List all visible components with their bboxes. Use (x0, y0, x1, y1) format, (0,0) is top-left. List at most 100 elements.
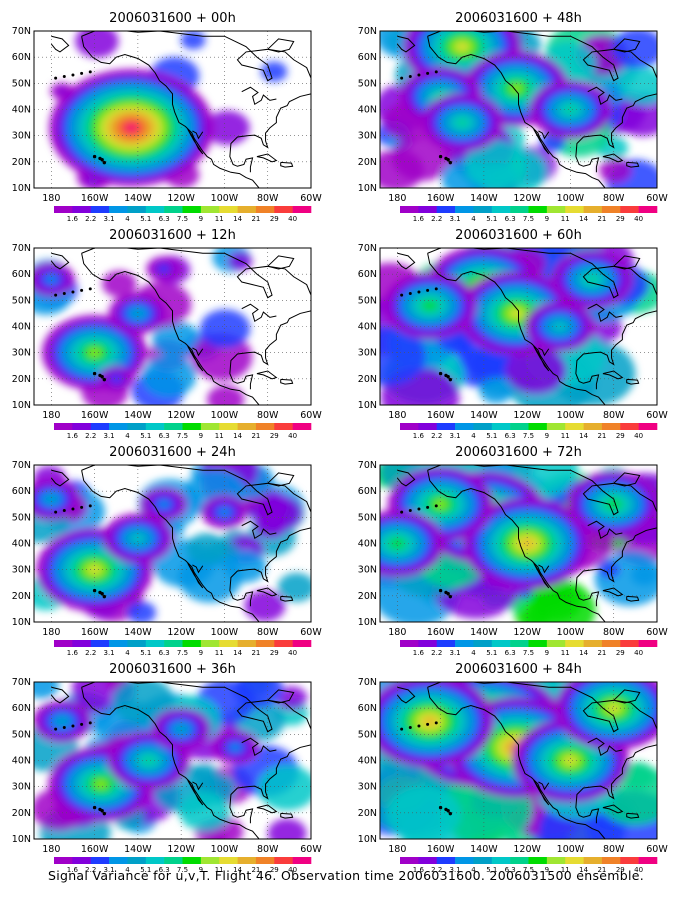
variance-feature (391, 539, 404, 548)
colorbar-swatch (127, 423, 147, 430)
coastlines (50, 248, 311, 405)
colorbar-swatch (274, 857, 293, 864)
hawaii-island (102, 594, 107, 599)
coastline (575, 310, 657, 390)
colorbar-swatch (219, 423, 238, 430)
coastline (280, 812, 294, 819)
colorbar-label: 2.2 (85, 432, 96, 440)
lon-tick-label: 100W (557, 627, 585, 638)
lon-tick-label: 140W (124, 410, 152, 421)
coastline (256, 153, 278, 163)
variance-blob (391, 134, 453, 181)
colorbar: 1.6 2.2 3.1 4 5.1 6.3 7.5 9 11 14 21 29 40 (400, 857, 658, 874)
lon-tick-label: 120W (167, 844, 195, 855)
lat-tick-label: 20N (358, 374, 377, 385)
colorbar-label: 29 (616, 649, 625, 657)
colorbar-label: 29 (270, 649, 279, 657)
coastline (533, 779, 550, 806)
lat-tick-label: 60N (358, 52, 377, 63)
coastlines (396, 682, 657, 839)
variance-field (380, 31, 657, 188)
coastline (229, 744, 311, 824)
panel-title: 2006031600 + 36h (109, 662, 236, 677)
coastline (396, 35, 416, 53)
colorbar-label: 1.6 (67, 866, 79, 874)
aleutian-island (80, 288, 84, 292)
coastline (396, 252, 416, 270)
variance-blob (179, 791, 231, 832)
variance-blobs (49, 31, 288, 188)
coastline (241, 303, 277, 323)
colorbar-label: 29 (270, 432, 279, 440)
variance-blob (244, 589, 286, 622)
colorbar-swatch (583, 206, 603, 213)
aleutian-island (426, 71, 430, 75)
colorbar-swatch (182, 640, 202, 647)
colorbar-label: 3.1 (450, 866, 461, 874)
lat-tick-label: 70N (12, 460, 31, 471)
variance-feature (157, 500, 170, 509)
colorbar-label: 3.1 (450, 432, 461, 440)
variance-field (34, 682, 311, 839)
coastline (427, 687, 606, 839)
aleutian-island (400, 293, 404, 297)
coastline (241, 86, 277, 106)
coastline (280, 595, 294, 602)
colorbar-label: 4 (471, 649, 476, 657)
hawaii-island (448, 377, 453, 382)
colorbar: 1.6 2.2 3.1 4 5.1 6.3 7.5 9 11 14 21 29 40 (400, 206, 658, 223)
variance-blob (619, 67, 657, 106)
colorbar-swatch (255, 857, 275, 864)
coastline (81, 687, 260, 839)
coastline (192, 130, 204, 140)
variance-blobs (380, 682, 657, 839)
map-frame (379, 464, 658, 623)
colorbar: 1.6 2.2 3.1 4 5.1 6.3 7.5 9 11 14 21 29 40 (54, 206, 312, 223)
variance-blob (611, 31, 657, 69)
hawaii-island (92, 805, 97, 810)
coastline (187, 779, 204, 806)
lon-tick-label: 180 (388, 193, 406, 204)
lon-tick-label: 140W (124, 844, 152, 855)
lon-tick-label: 60W (646, 844, 668, 855)
colorbar-swatch (491, 423, 511, 430)
coastline (427, 253, 606, 405)
coastline (626, 378, 640, 385)
aleutian-island (62, 726, 66, 730)
lat-tick-label: 60N (358, 269, 377, 280)
variance-blob (186, 533, 227, 565)
lat-tick-label: 40N (358, 756, 377, 767)
colorbar-swatch (583, 640, 603, 647)
coastline (81, 36, 260, 188)
variance-blob (505, 346, 567, 394)
lon-tick-label: 160W (427, 410, 455, 421)
colorbar-label: 11 (561, 649, 570, 657)
colorbar-label: 6.3 (505, 432, 516, 440)
lon-tick-label: 60W (646, 193, 668, 204)
coastline (602, 370, 624, 380)
colorbar-swatch (72, 857, 92, 864)
colorbar-label: 7.5 (177, 215, 188, 223)
colorbar: 1.6 2.2 3.1 4 5.1 6.3 7.5 9 11 14 21 29 40 (54, 640, 312, 657)
colorbar-label: 7.5 (523, 649, 534, 657)
variance-feature (423, 301, 436, 310)
colorbar-label: 2.2 (85, 866, 96, 874)
colorbar-swatch (145, 206, 165, 213)
variance-field (49, 31, 288, 188)
colorbar-swatch (274, 206, 293, 213)
lat-tick-label: 30N (358, 131, 377, 142)
lon-tick-label: 180 (42, 627, 60, 638)
colorbar-swatch (418, 206, 438, 213)
aleutian-island (408, 726, 412, 730)
colorbar-label: 21 (597, 866, 606, 874)
aleutian-island (417, 290, 421, 294)
colorbar-swatch (473, 857, 493, 864)
aleutian-island (417, 73, 421, 77)
colorbar-swatch (219, 857, 238, 864)
lat-tick-label: 70N (358, 460, 377, 471)
colorbar-label: 29 (616, 432, 625, 440)
lat-tick-label: 60N (358, 703, 377, 714)
colorbar-swatch (528, 640, 548, 647)
hawaii-island (448, 160, 453, 165)
